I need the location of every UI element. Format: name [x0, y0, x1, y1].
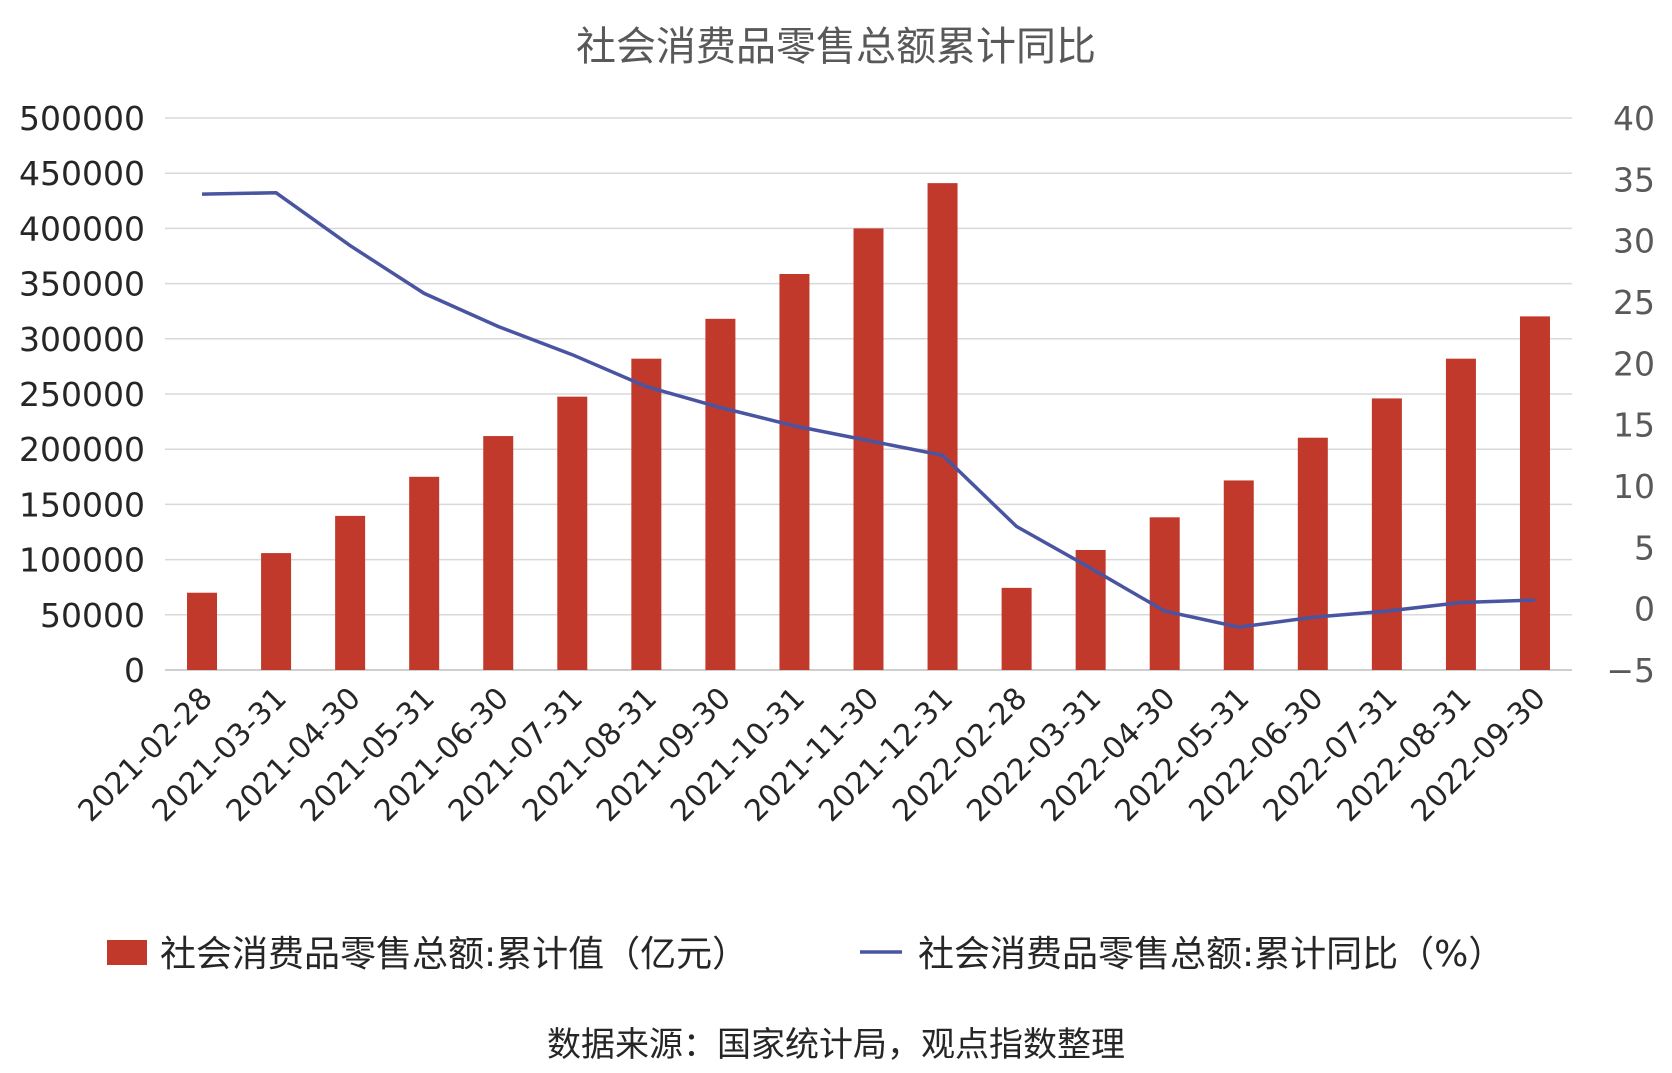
right-axis-tick-label: 25: [1613, 283, 1655, 322]
bar: [779, 273, 810, 670]
right-axis-tick-label: 40: [1613, 99, 1655, 138]
bar: [705, 318, 736, 670]
right-axis-tick-label: 5: [1634, 528, 1655, 567]
x-axis-ticks: 2021-02-282021-03-312021-04-302021-05-31…: [72, 681, 1553, 829]
right-axis-tick-label: 15: [1613, 406, 1655, 445]
legend-line-label: 社会消费品零售总额:累计同比（%）: [918, 934, 1504, 975]
bar: [557, 396, 588, 670]
bar: [335, 515, 366, 670]
bar: [1223, 480, 1254, 670]
left-axis-tick-label: 250000: [19, 375, 145, 414]
bar: [1371, 398, 1402, 670]
right-axis-ticks: −5 0 5 10 15 20 25 30 35 40: [1606, 99, 1655, 690]
bar: [1149, 517, 1180, 670]
bar: [927, 183, 958, 671]
left-axis-tick-label: 300000: [19, 320, 145, 359]
right-axis-tick-label: −5: [1606, 651, 1655, 690]
right-axis-tick-label: 0: [1634, 590, 1655, 629]
legend-bar-label: 社会消费品零售总额:累计值（亿元）: [160, 934, 748, 975]
chart-title: 社会消费品零售总额累计同比: [576, 24, 1096, 70]
right-axis-tick-label: 30: [1613, 222, 1655, 261]
bar: [187, 592, 218, 670]
bar: [409, 476, 440, 670]
source-note: 数据来源：国家统计局，观点指数整理: [547, 1025, 1125, 1065]
legend: 社会消费品零售总额:累计值（亿元） 社会消费品零售总额:累计同比（%）: [107, 934, 1504, 975]
bar: [483, 436, 514, 670]
right-axis-tick-label: 20: [1613, 344, 1655, 383]
bar: [1445, 358, 1476, 670]
bar: [261, 553, 292, 670]
left-axis-tick-label: 400000: [19, 209, 145, 248]
left-axis-tick-label: 200000: [19, 430, 145, 469]
right-axis-tick-label: 10: [1613, 467, 1655, 506]
bar: [631, 358, 662, 670]
left-axis-tick-label: 350000: [19, 265, 145, 304]
left-axis-tick-label: 100000: [19, 541, 145, 580]
left-axis-tick-label: 150000: [19, 485, 145, 524]
left-axis-tick-label: 0: [124, 651, 145, 690]
left-axis-ticks: 0 50000 100000 150000 200000 250000 300000 3500…: [19, 99, 145, 690]
bar: [1001, 587, 1032, 670]
left-axis-tick-label: 500000: [19, 99, 145, 138]
left-axis-tick-label: 50000: [40, 596, 145, 635]
legend-bar-swatch: [107, 940, 147, 965]
right-axis-tick-label: 35: [1613, 160, 1655, 199]
left-axis-tick-label: 450000: [19, 154, 145, 193]
bar: [853, 228, 884, 670]
line-series: [201, 191, 1536, 629]
bar: [1297, 437, 1328, 670]
bar: [1519, 316, 1550, 670]
bar-series: [187, 183, 1550, 671]
